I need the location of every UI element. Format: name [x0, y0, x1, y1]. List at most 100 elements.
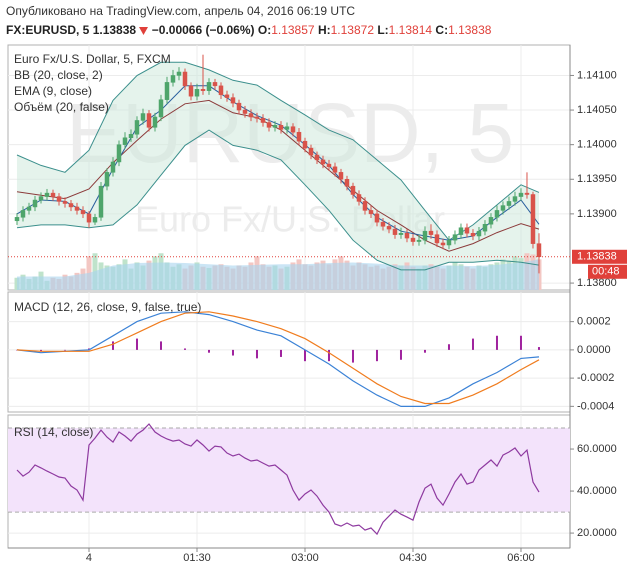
candle-body: [182, 71, 188, 87]
candle-body: [224, 94, 230, 98]
candle-body: [482, 224, 488, 232]
candle-body: [110, 161, 116, 173]
candle-body: [500, 205, 506, 211]
macd-histogram-bar: [447, 344, 450, 350]
candle-body: [446, 239, 452, 246]
close-label: C:: [435, 23, 449, 37]
candle-body: [434, 234, 440, 244]
macd-histogram-bar: [327, 349, 330, 362]
y-tick-label: 0.0000: [577, 344, 611, 356]
candle-body: [536, 243, 542, 258]
candle-body: [98, 185, 104, 218]
candle-body: [470, 232, 476, 237]
candle-body: [206, 82, 212, 91]
high-label: H:: [317, 23, 331, 37]
y-tick-label: 20.0000: [577, 527, 617, 539]
candle-body: [530, 194, 536, 244]
candle-body: [26, 206, 32, 211]
candle-body: [146, 113, 152, 128]
candle-body: [158, 99, 164, 118]
candle-body: [230, 97, 236, 104]
candle-body: [212, 82, 218, 87]
candle-body: [416, 239, 422, 242]
candle-body: [122, 137, 128, 145]
candle-body: [68, 203, 74, 208]
macd-histogram-bar: [159, 341, 162, 350]
open-value: 1.13857: [271, 23, 315, 37]
y-tick-label: 60.0000: [577, 443, 617, 455]
candle-body: [128, 134, 134, 138]
candle-body: [380, 221, 386, 227]
pane-background: [7, 291, 571, 413]
candle-body: [464, 227, 470, 234]
volume-ma-area: [16, 259, 539, 290]
candle-body: [476, 230, 482, 237]
candle-body: [32, 199, 38, 208]
macd-histogram-bar: [207, 349, 210, 353]
candle-body: [326, 163, 332, 168]
candle-body: [302, 140, 308, 149]
macd-histogram-bar: [519, 335, 522, 350]
candle-body: [92, 217, 98, 223]
candle-body: [236, 102, 242, 111]
candle-body: [356, 194, 362, 202]
close-value: 1.13838: [448, 23, 492, 37]
candle-body: [290, 126, 296, 133]
candle-body: [176, 71, 182, 76]
y-tick-label: 1.14100: [577, 69, 617, 81]
candle-body: [308, 147, 314, 156]
macd-line: [16, 311, 540, 407]
chart-title: Euro Fx/U.S. Dollar, 5, FXCM: [14, 52, 171, 66]
x-tick-label: 06:00: [507, 552, 535, 564]
macd-histogram-bar: [423, 349, 426, 353]
candle-body: [392, 228, 398, 235]
candle-body: [278, 125, 284, 130]
macd-histogram-bar: [63, 349, 66, 351]
candle-body: [152, 116, 158, 128]
candle-body: [506, 201, 512, 206]
macd-histogram-bar: [471, 338, 474, 350]
y-tick-label: 1.13950: [577, 173, 617, 185]
macd-histogram-bar: [375, 349, 378, 362]
candle-body: [518, 192, 524, 197]
pane-title: MACD (12, 26, close, 9, false, true): [14, 300, 201, 314]
macd-histogram-bar: [135, 338, 138, 350]
x-tick-label: 4: [86, 552, 92, 564]
y-tick-label: 1.13800: [577, 277, 617, 289]
macd-histogram-bar: [303, 349, 306, 362]
candle-body: [14, 217, 20, 222]
candle-body: [242, 109, 248, 114]
low-value: 1.13814: [388, 23, 433, 37]
candle-body: [134, 120, 140, 135]
low-label: L:: [377, 23, 389, 37]
candle-body: [86, 213, 92, 223]
legend-entry: EMA (9, close): [14, 84, 92, 98]
candle-body: [104, 172, 110, 187]
y-tick-label: -0.0004: [577, 400, 614, 412]
macd-histogram-bar: [87, 348, 90, 350]
candle-body: [338, 172, 344, 180]
candle-body: [248, 113, 254, 118]
candle-body: [74, 206, 80, 211]
candle-body: [320, 159, 326, 165]
quote-line: FX:EURUSD, 5 1.13838 −0.00066 (−0.06%) O…: [6, 21, 491, 40]
candle-body: [56, 196, 62, 202]
macd-histogram-bar: [399, 349, 402, 360]
macd-histogram-bar: [495, 335, 498, 350]
macd-histogram-bar: [231, 349, 234, 356]
rsi-band: [8, 428, 570, 513]
candle-body: [272, 125, 278, 128]
y-tick-label: 1.14050: [577, 104, 617, 116]
candle-body: [404, 232, 410, 239]
legend-entry: Объём (20, false): [14, 100, 109, 114]
legend-entry: BB (20, close, 2): [14, 68, 103, 82]
candle-body: [170, 75, 176, 83]
macd-histogram-bar: [111, 341, 114, 350]
symbol: FX:EURUSD, 5: [6, 23, 90, 37]
candle-body: [332, 166, 338, 173]
y-tick-label: 1.13900: [577, 208, 617, 220]
down-arrow-icon: [139, 26, 149, 35]
last-price-box: [572, 249, 627, 264]
candle-body: [20, 210, 26, 218]
candle-body: [254, 116, 260, 119]
